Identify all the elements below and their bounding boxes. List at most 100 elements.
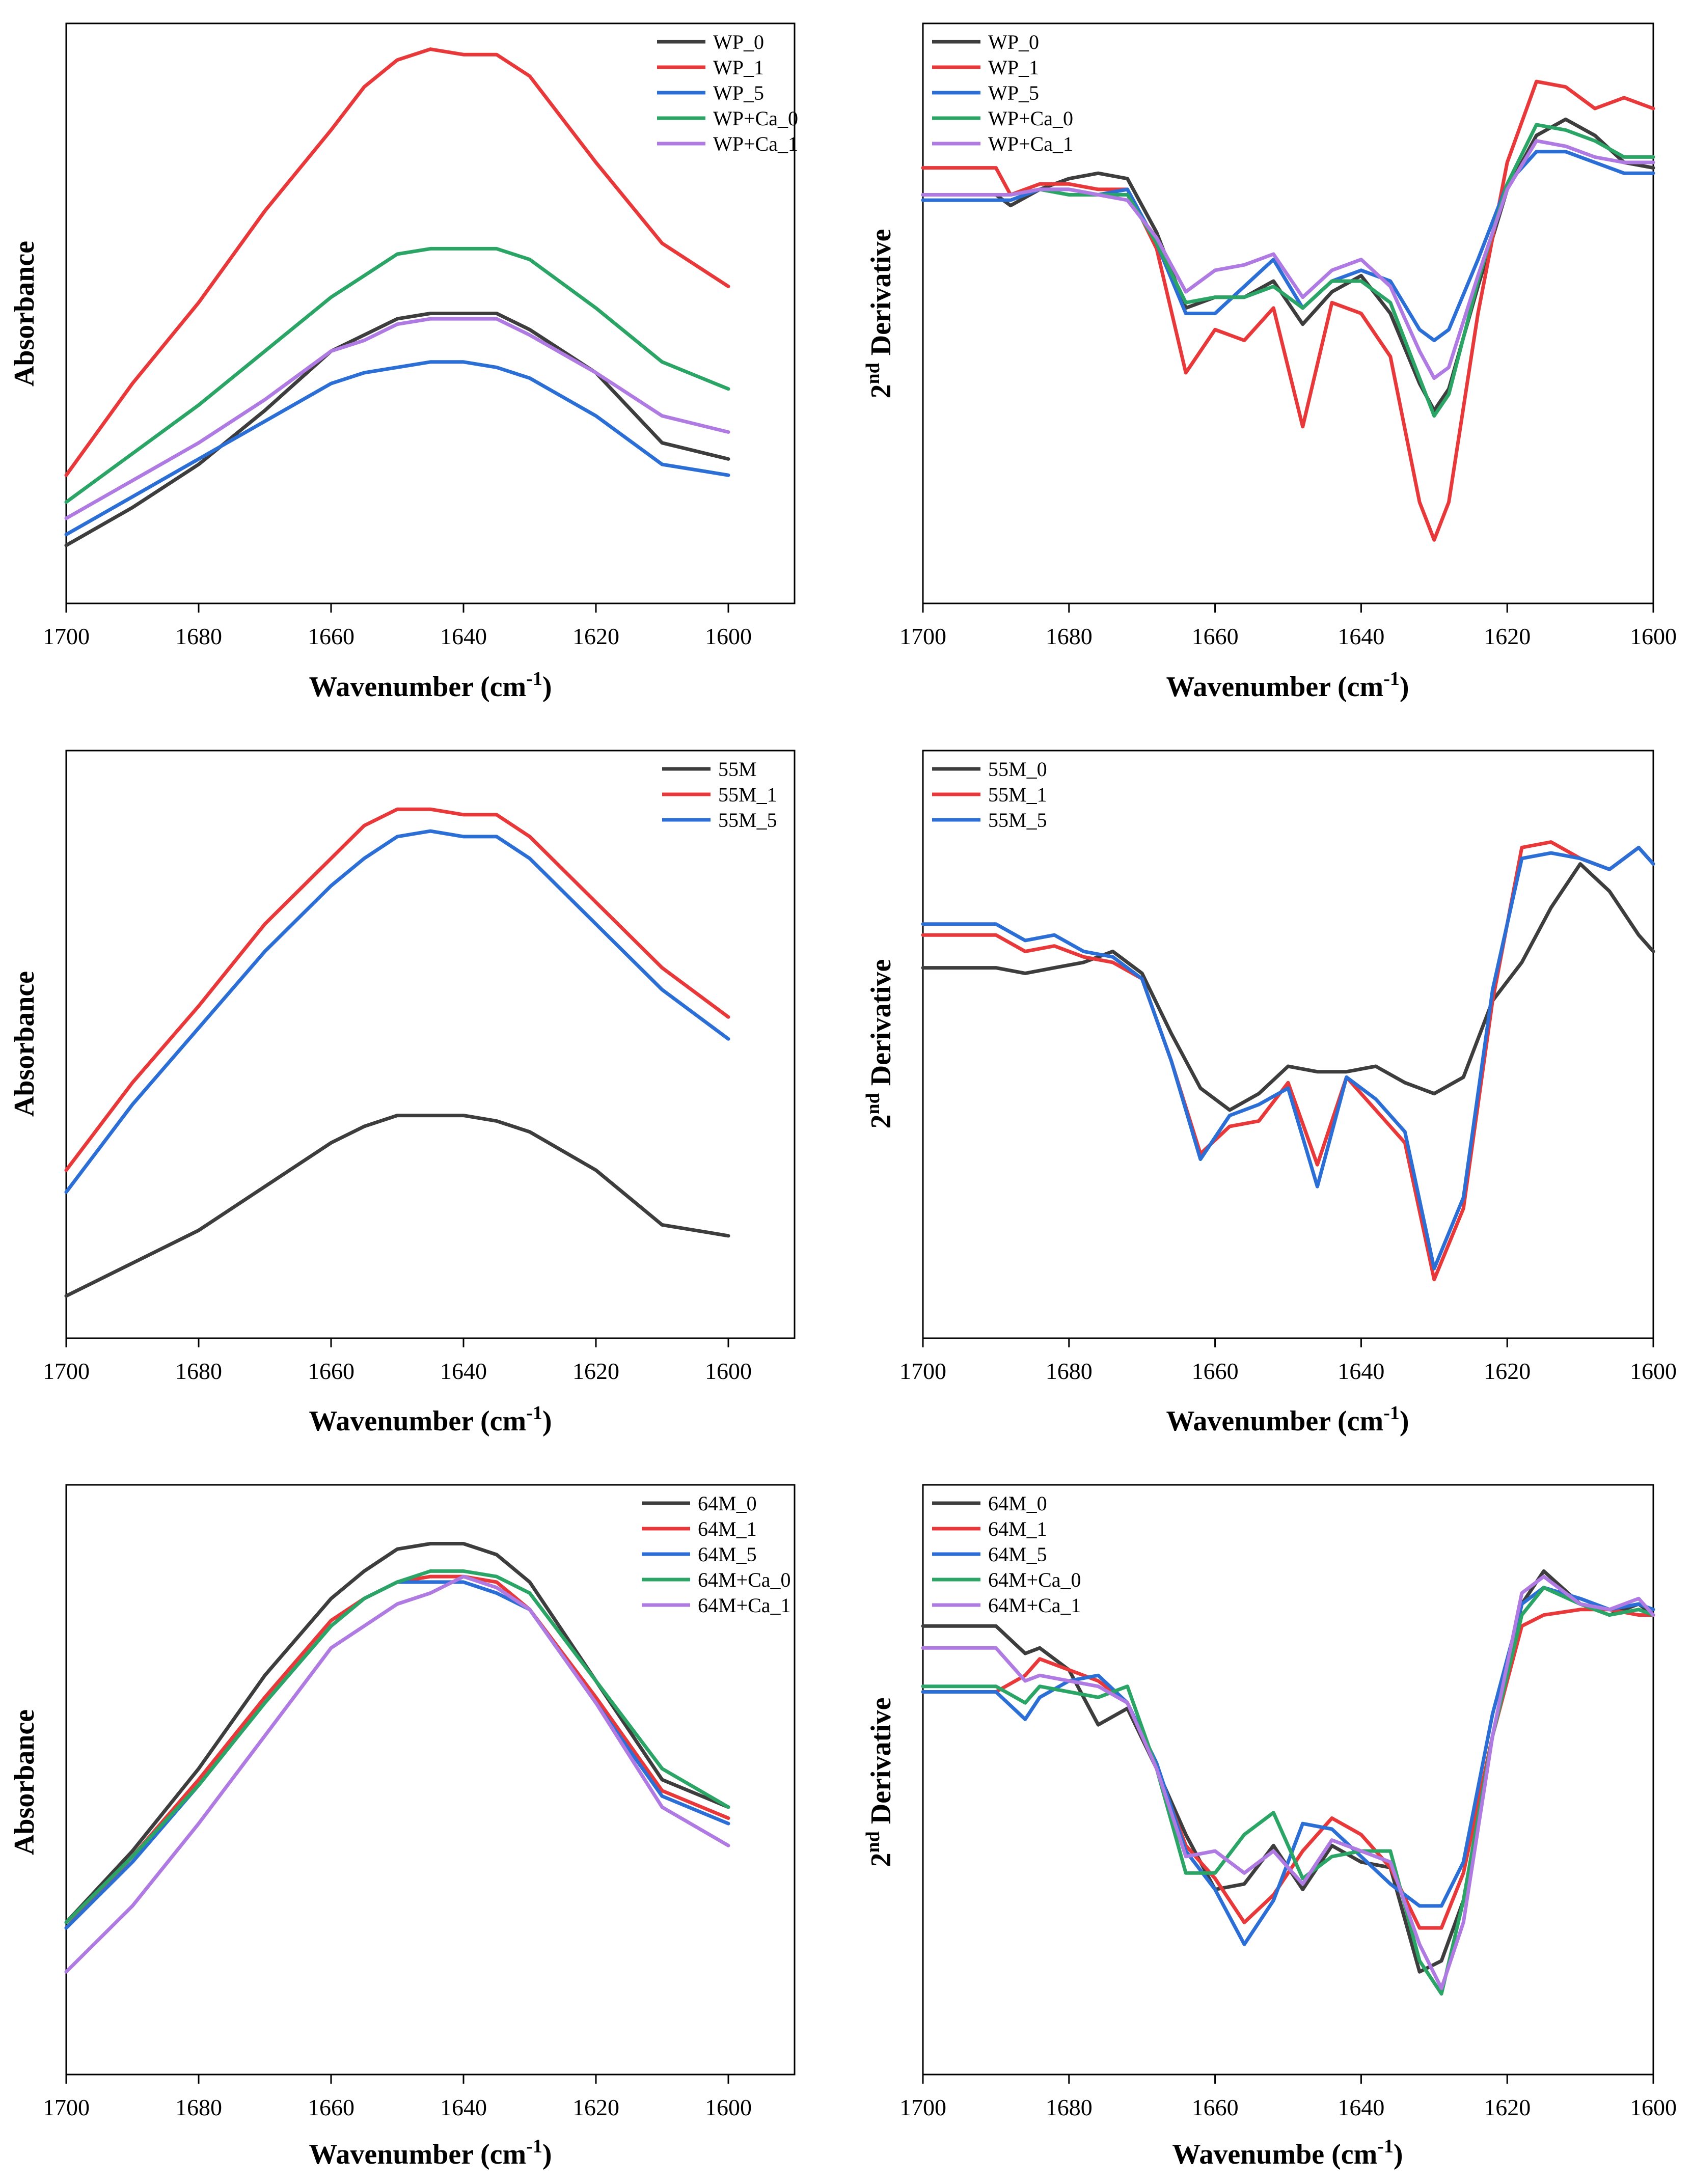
- x-tick-label: 1620: [1484, 1358, 1531, 1384]
- series-line-WP_1: [921, 79, 1655, 542]
- x-tick-label: 1600: [705, 2094, 752, 2120]
- x-tick-label: 1680: [1046, 2094, 1093, 2120]
- y-axis-title: Absorbance: [9, 971, 40, 1117]
- plot-frame: [65, 750, 796, 1339]
- legend-label: 64M_0: [698, 1492, 757, 1515]
- x-axis-title: Wavenumber (cm-1): [1166, 1402, 1409, 1437]
- x-tick-label: 1680: [1046, 1358, 1093, 1384]
- series-lines: [64, 807, 730, 1298]
- legend-label: 64M+Ca_0: [988, 1568, 1081, 1591]
- x-tick-label: 1640: [440, 623, 487, 649]
- series-line-64M+Ca_1: [64, 1574, 730, 1974]
- plot-frame: [922, 750, 1654, 1339]
- x-tick-label: 1620: [572, 2094, 619, 2120]
- y-axis-title: Absorbance: [9, 1709, 40, 1855]
- x-ticks: 1700 1680 1660 1640 1620 1600: [43, 2075, 752, 2120]
- legend-label: WP_0: [713, 31, 764, 53]
- series-line-55M_1: [64, 807, 730, 1172]
- x-tick-label: 1700: [43, 1358, 90, 1384]
- series-lines: [64, 47, 730, 547]
- x-ticks: 1700 1680 1660 1640 1620 1600: [43, 603, 752, 649]
- series-line-WP_5: [921, 150, 1655, 342]
- series-line-64M+Ca_1: [921, 1574, 1655, 1991]
- x-tick-label: 1680: [175, 623, 222, 649]
- legend-label: WP_5: [988, 81, 1039, 104]
- series-line-64M_1: [64, 1574, 730, 1930]
- x-tick-label: 1620: [572, 623, 619, 649]
- x-tick-label: 1660: [308, 623, 354, 649]
- x-tick-label: 1620: [572, 1358, 619, 1384]
- series-line-64M_5: [921, 1586, 1655, 1946]
- x-axis-title: Wavenumber (cm-1): [309, 1402, 552, 1437]
- x-axis-title: Wavenumbe (cm-1): [1172, 2136, 1403, 2170]
- legend-label: 55M_5: [988, 809, 1047, 832]
- series-line-55M: [64, 1114, 730, 1298]
- series-line-WP+Ca_1: [64, 317, 730, 520]
- x-ticks: 1700 1680 1660 1640 1620 1600: [899, 1338, 1677, 1384]
- series-line-64M_0: [921, 1569, 1655, 1974]
- legend-label: WP_5: [713, 81, 764, 104]
- plot-frame: [65, 1484, 796, 2076]
- y-axis-title: Absorbance: [9, 241, 40, 386]
- series-lines: [64, 1542, 730, 1974]
- x-tick-label: 1660: [308, 1358, 354, 1384]
- chart-b: 1700 1680 1660 1640 1620 1600 WP_0 WP_1WP_5 WP+…: [862, 22, 1677, 703]
- x-tick-label: 1600: [1630, 2094, 1677, 2120]
- legend-label: 55M_0: [988, 758, 1047, 781]
- legend: WP_0 WP_1WP_5 WP+Ca_0WP+Ca_1: [657, 31, 798, 155]
- legend-label: WP+Ca_0: [988, 107, 1073, 130]
- x-tick-label: 1660: [308, 2094, 354, 2120]
- plot-frame: [922, 22, 1654, 604]
- x-tick-label: 1600: [1630, 1358, 1677, 1384]
- series-line-WP_5: [64, 360, 730, 537]
- x-axis-title: Wavenumber (cm-1): [309, 668, 552, 703]
- x-tick-label: 1640: [440, 1358, 487, 1384]
- legend-label: 55M_1: [718, 783, 777, 806]
- legend-label: 55M: [718, 758, 757, 781]
- x-tick-label: 1700: [899, 623, 946, 649]
- legend-label: 64M_1: [988, 1517, 1047, 1540]
- x-tick-label: 1700: [899, 2094, 946, 2120]
- series-line-55M_0: [921, 862, 1655, 1112]
- x-tick-label: 1680: [175, 1358, 222, 1384]
- chart-a: 1700 1680 1660 1640 1620 1600 WP_0 WP_1WP_5 WP+…: [9, 22, 798, 703]
- legend-label: WP_0: [988, 31, 1039, 53]
- x-axis-title: Wavenumber (cm-1): [1166, 668, 1409, 703]
- legend-label: WP_1: [713, 56, 764, 79]
- legend-label: 55M_5: [718, 809, 777, 832]
- x-tick-label: 1700: [899, 1358, 946, 1384]
- series-line-55M_5: [64, 829, 730, 1194]
- plot-frame: [65, 22, 796, 604]
- x-tick-label: 1700: [43, 2094, 90, 2120]
- x-ticks: 1700 1680 1660 1640 1620 1600: [899, 2075, 1677, 2120]
- x-tick-label: 1640: [1338, 2094, 1384, 2120]
- x-tick-label: 1600: [1630, 623, 1677, 649]
- series-line-WP+Ca_0: [64, 246, 730, 504]
- series-line-WP+Ca_1: [921, 139, 1655, 380]
- y-axis-title: 2nd Derivative: [862, 959, 897, 1128]
- series-line-55M_1: [921, 840, 1655, 1282]
- x-tick-label: 1600: [705, 623, 752, 649]
- legend-label: 64M_5: [988, 1543, 1047, 1566]
- legend-label: 64M_1: [698, 1517, 757, 1540]
- x-tick-label: 1680: [175, 2094, 222, 2120]
- legend-label: 64M+Ca_1: [988, 1594, 1081, 1617]
- legend-label: 64M+Ca_0: [698, 1568, 791, 1591]
- x-tick-label: 1680: [1046, 623, 1093, 649]
- x-tick-label: 1620: [1484, 623, 1531, 649]
- x-tick-label: 1660: [1192, 1358, 1239, 1384]
- legend-label: 55M_1: [988, 783, 1047, 806]
- legend-label: 64M_5: [698, 1543, 757, 1566]
- x-ticks: 1700 1680 1660 1640 1620 1600: [899, 603, 1677, 649]
- legend-label: 64M+Ca_1: [698, 1594, 791, 1617]
- series-line-WP_1: [64, 47, 730, 477]
- x-tick-label: 1700: [43, 623, 90, 649]
- x-ticks: 1700 1680 1660 1640 1620 1600: [43, 1338, 752, 1384]
- legend: WP_0 WP_1WP_5 WP+Ca_0WP+Ca_1: [932, 31, 1073, 155]
- x-tick-label: 1640: [1338, 623, 1384, 649]
